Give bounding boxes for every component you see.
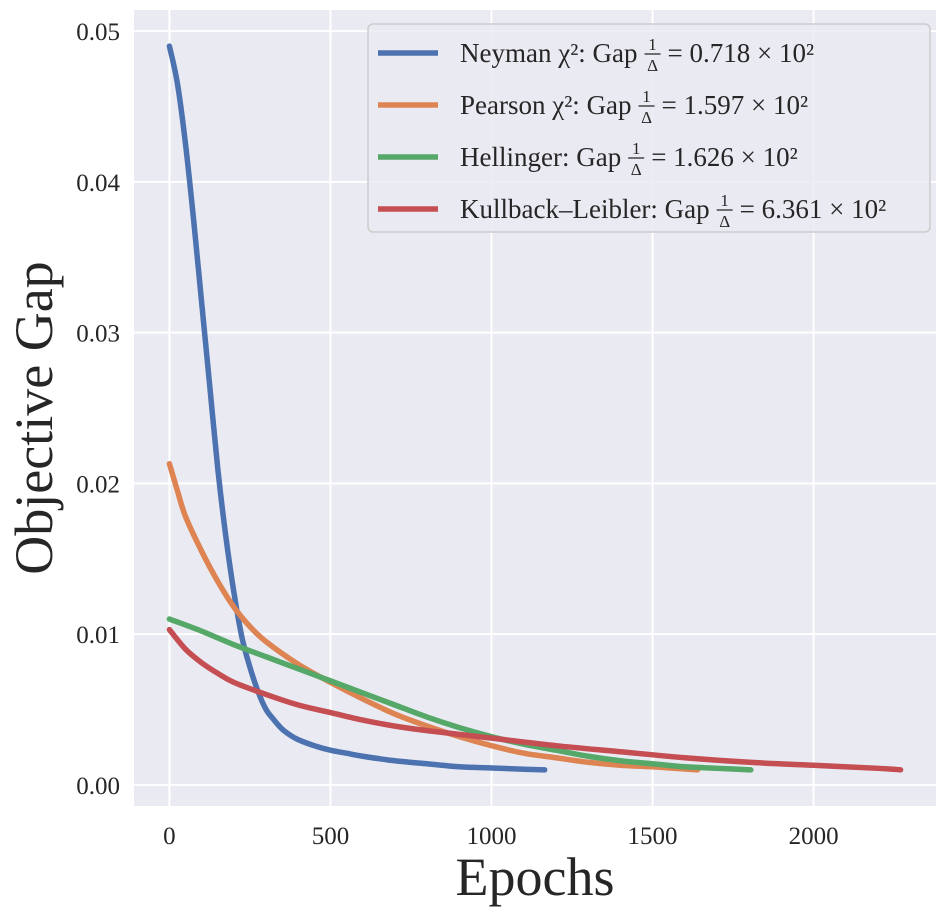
legend-fraction-numerator: 1: [632, 139, 641, 158]
y-tick-label: 0.04: [76, 170, 120, 197]
series-line-hellinger: [166, 616, 754, 773]
series-lines: [166, 43, 904, 773]
legend-fraction-numerator: 1: [648, 35, 657, 54]
legend-label: Pearson χ²: Gap: [460, 90, 632, 120]
legend-value: = 1.597 × 10²: [662, 90, 809, 120]
legend-value: = 6.361 × 10²: [740, 194, 887, 224]
x-tick-label: 500: [312, 823, 350, 850]
x-tick-label: 1000: [467, 823, 517, 850]
y-axis-label: Objective Gap: [4, 261, 64, 574]
series-line-neyman: [166, 43, 548, 773]
x-tick-label: 2000: [789, 823, 839, 850]
legend-label: Hellinger: Gap: [460, 142, 621, 172]
legend-value: = 1.626 × 10²: [651, 142, 798, 172]
x-tick-label: 1500: [628, 823, 678, 850]
tick-labels: 0 500 1000 1500 2000 0.00 0.01 0.02 0.03 0.04 0.05: [76, 19, 838, 850]
legend-value: = 0.718 × 10²: [668, 38, 815, 68]
x-tick-label: 0: [163, 823, 176, 850]
series-line-kullback-leibler: [166, 626, 904, 773]
legend-fraction-denominator: Δ: [631, 160, 642, 179]
y-tick-label: 0.03: [76, 321, 120, 348]
legend-fraction-denominator: Δ: [647, 56, 658, 75]
legend-fraction-denominator: Δ: [641, 108, 652, 127]
y-tick-label: 0.00: [76, 773, 120, 800]
legend-fraction-numerator: 1: [642, 87, 651, 106]
legend-box: [367, 23, 931, 233]
x-axis-label: Epochs: [456, 847, 615, 907]
y-tick-label: 0.02: [76, 471, 120, 498]
legend-fraction-denominator: Δ: [719, 212, 730, 231]
legend-fraction-numerator: 1: [720, 191, 729, 210]
y-tick-label: 0.01: [76, 622, 120, 649]
legend-label: Neyman χ²: Gap: [460, 38, 638, 68]
y-tick-label: 0.05: [76, 19, 120, 46]
series-line-pearson: [166, 461, 701, 773]
legend-label: Kullback–Leibler: Gap: [460, 194, 710, 224]
